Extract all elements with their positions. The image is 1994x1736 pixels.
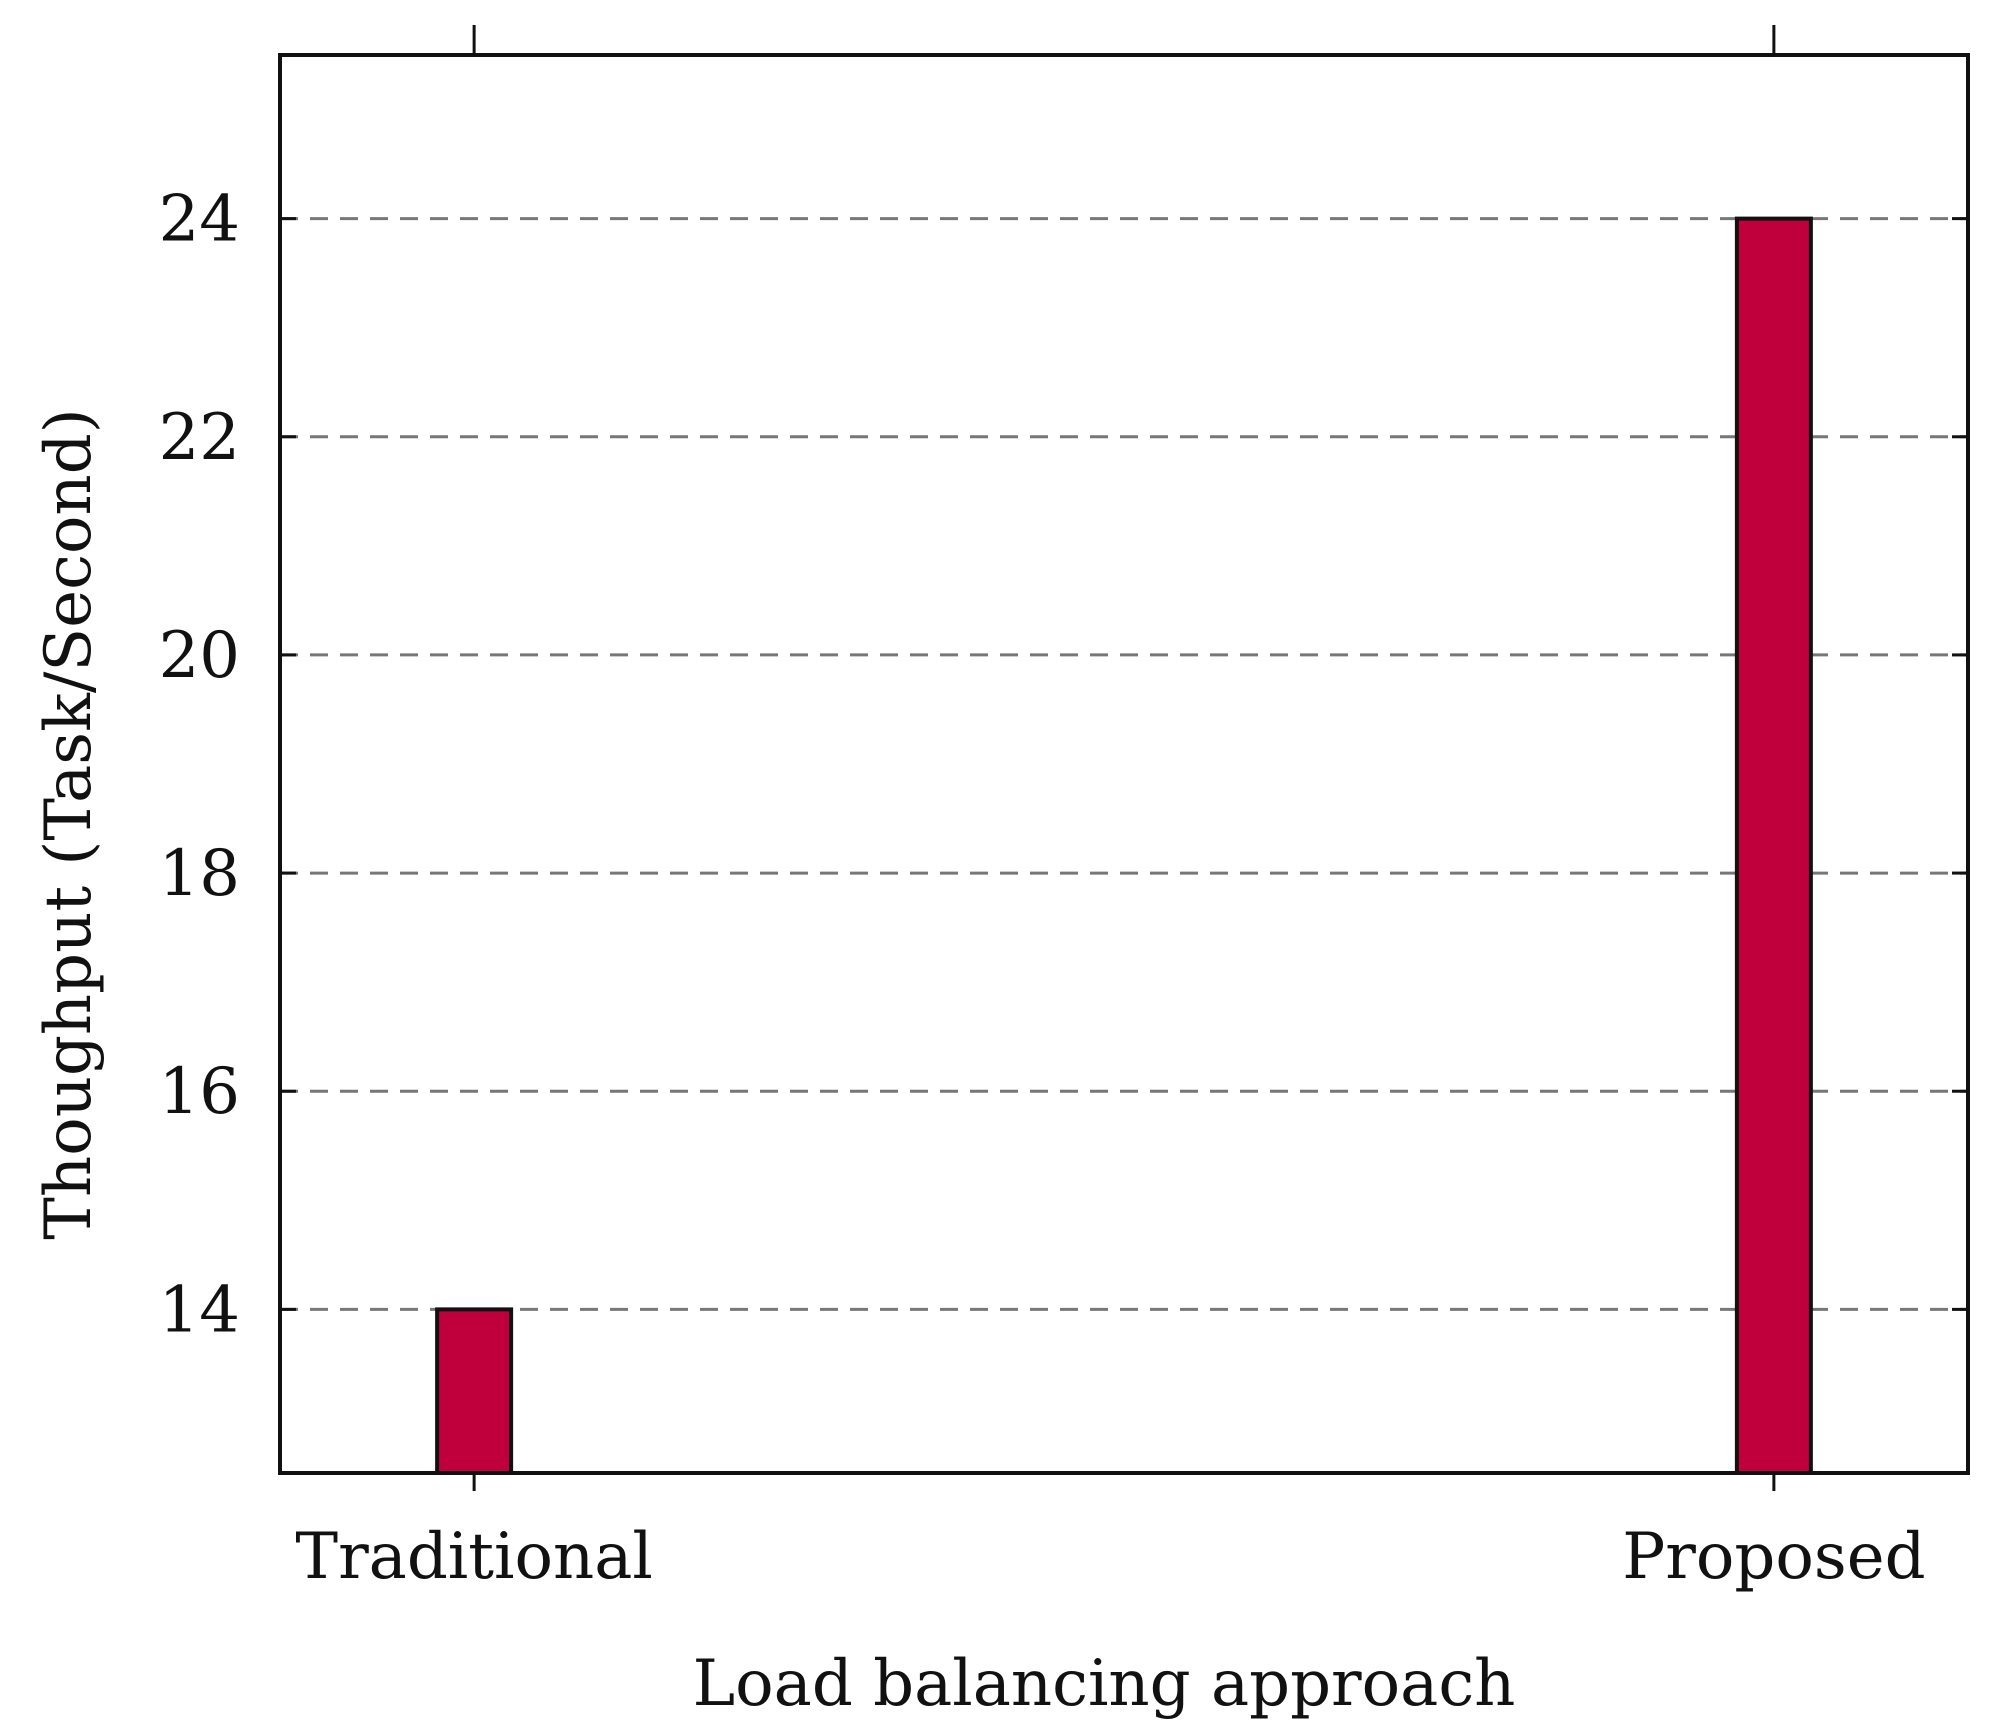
x-tick-label-proposed: Proposed: [1622, 1520, 1925, 1594]
x-axis-label: Load balancing approach: [693, 1647, 1516, 1721]
y-tick-label-18: 18: [159, 837, 240, 911]
y-axis-label: Thoughput (Task/Second): [32, 408, 106, 1239]
y-tick-labels: 14 16 18 20 22 24: [159, 183, 240, 1348]
y-tick-label-14: 14: [159, 1273, 240, 1347]
bar-traditional: [435, 1307, 514, 1476]
grid-lines: [280, 217, 1968, 1311]
plot-frame: [278, 53, 1970, 1475]
y-tick-label-16: 16: [159, 1055, 240, 1129]
y-tick-label-20: 20: [159, 619, 240, 693]
bar-proposed: [1734, 216, 1813, 1476]
y-tick-label-24: 24: [159, 183, 240, 257]
axis-ticks: [280, 25, 1968, 1491]
x-tick-labels: Traditional Proposed: [295, 1520, 1925, 1594]
bars: [435, 216, 1813, 1476]
y-tick-label-22: 22: [159, 401, 240, 475]
x-tick-label-traditional: Traditional: [295, 1520, 652, 1594]
